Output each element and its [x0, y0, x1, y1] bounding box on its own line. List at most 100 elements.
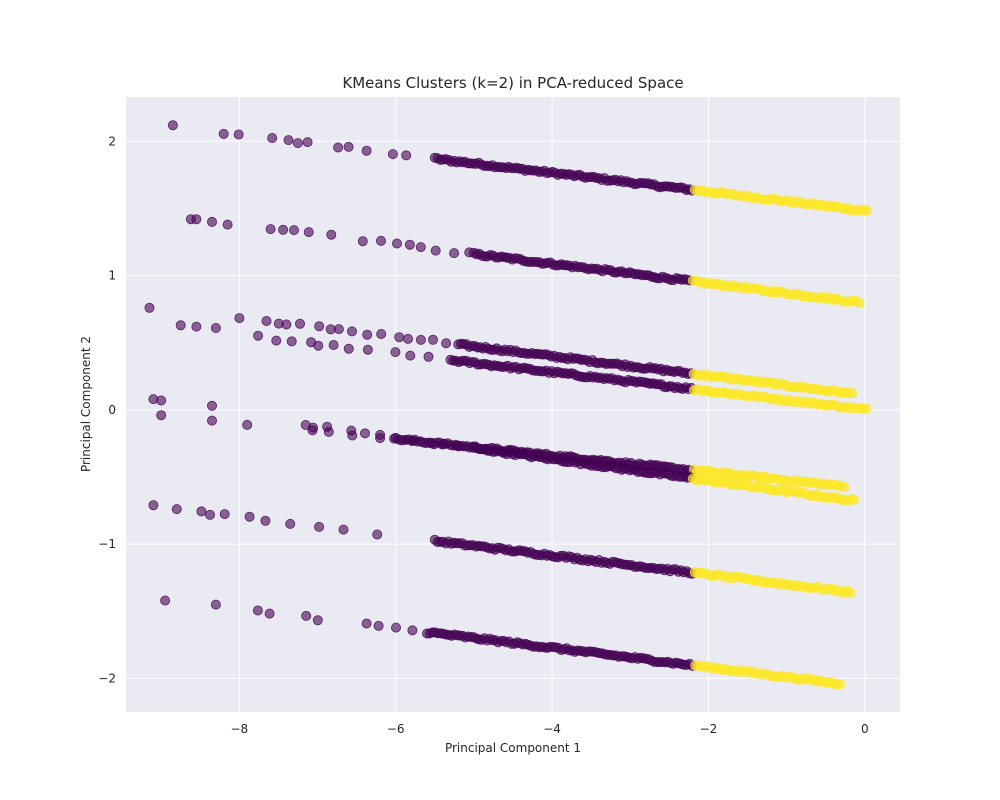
cluster-0-point	[390, 622, 401, 633]
cluster-0-point	[281, 319, 292, 330]
cluster-0-point	[407, 435, 418, 446]
cluster-0-point	[242, 419, 253, 430]
cluster-1-point	[861, 403, 872, 414]
cluster-0-point	[156, 395, 167, 406]
cluster-0-point	[328, 339, 339, 350]
cluster-0-point	[313, 340, 324, 351]
cluster-1-point	[854, 298, 865, 309]
cluster-0-point	[288, 225, 299, 236]
y-axis-ticks: −2 −1 0 1 2	[98, 134, 116, 685]
chart-title: KMeans Clusters (k=2) in PCA-reduced Spa…	[342, 74, 683, 92]
y-tick-label: −2	[98, 671, 116, 685]
cluster-1-point	[847, 388, 858, 399]
cluster-0-point	[167, 120, 178, 131]
cluster-0-point	[285, 518, 296, 529]
cluster-0-point	[160, 595, 171, 606]
cluster-0-point	[338, 524, 349, 535]
cluster-1-point	[849, 494, 860, 505]
cluster-0-point	[301, 610, 312, 621]
cluster-0-point	[148, 500, 159, 511]
cluster-0-point	[426, 438, 437, 449]
x-tick-label: −8	[231, 722, 249, 736]
cluster-1-point	[839, 482, 850, 493]
cluster-0-point	[171, 504, 182, 515]
cluster-0-point	[415, 242, 426, 253]
cluster-0-point	[314, 321, 325, 332]
cluster-0-point	[308, 422, 319, 433]
cluster-0-point	[191, 214, 202, 225]
cluster-0-point	[361, 145, 372, 156]
x-tick-label: −4	[543, 722, 561, 736]
cluster-0-point	[292, 138, 303, 149]
cluster-0-point	[362, 329, 373, 340]
cluster-0-point	[252, 605, 263, 616]
cluster-0-point	[156, 410, 167, 421]
cluster-0-point	[271, 335, 282, 346]
cluster-0-point	[375, 429, 386, 440]
cluster-0-point	[387, 149, 398, 160]
cluster-0-point	[362, 344, 373, 355]
cluster-0-point	[441, 338, 452, 349]
cluster-0-point	[294, 318, 305, 329]
cluster-0-point	[373, 620, 384, 631]
cluster-0-point	[430, 245, 441, 256]
cluster-0-point	[144, 302, 155, 313]
x-axis-label: Principal Component 1	[445, 741, 581, 755]
cluster-0-point	[267, 132, 278, 143]
cluster-0-point	[265, 224, 276, 235]
cluster-0-point	[206, 415, 217, 426]
y-tick-label: 0	[108, 403, 116, 417]
cluster-0-point	[415, 334, 426, 345]
y-tick-label: 2	[108, 134, 116, 148]
cluster-0-point	[449, 248, 460, 259]
cluster-0-point	[191, 321, 202, 332]
cluster-0-point	[401, 150, 412, 161]
cluster-0-point	[346, 326, 357, 337]
y-tick-label: 1	[108, 269, 116, 283]
cluster-0-point	[391, 238, 402, 249]
cluster-0-point	[261, 315, 272, 326]
cluster-0-point	[405, 350, 416, 361]
cluster-0-point	[196, 506, 207, 517]
cluster-0-point	[233, 129, 244, 140]
x-axis-ticks: −8 −6 −4 −2 0	[231, 722, 869, 736]
x-tick-label: 0	[861, 722, 869, 736]
cluster-0-point	[206, 216, 217, 227]
cluster-0-point	[210, 322, 221, 333]
cluster-0-point	[253, 330, 264, 341]
cluster-0-point	[283, 135, 294, 146]
cluster-0-point	[204, 509, 215, 520]
cluster-0-point	[312, 615, 323, 626]
cluster-0-point	[264, 608, 275, 619]
cluster-0-point	[303, 227, 314, 238]
cluster-0-point	[402, 333, 413, 344]
cluster-0-point	[314, 521, 325, 532]
cluster-0-point	[333, 324, 344, 335]
cluster-0-point	[427, 334, 438, 345]
cluster-0-point	[206, 400, 217, 411]
y-tick-label: −1	[98, 537, 116, 551]
cluster-1-point	[845, 588, 856, 599]
cluster-0-point	[361, 618, 372, 629]
cluster-0-point	[278, 224, 289, 235]
cluster-0-point	[218, 128, 229, 139]
cluster-0-point	[394, 332, 405, 343]
cluster-0-point	[423, 351, 434, 362]
cluster-0-point	[452, 440, 463, 451]
x-tick-label: −2	[700, 722, 718, 736]
data-points	[144, 120, 873, 690]
cluster-0-point	[372, 529, 383, 540]
x-tick-label: −6	[387, 722, 405, 736]
cluster-0-point	[260, 515, 271, 526]
cluster-0-point	[404, 239, 415, 250]
cluster-0-point	[357, 236, 368, 247]
cluster-0-point	[376, 328, 387, 339]
cluster-1-point	[862, 205, 873, 216]
cluster-0-point	[333, 142, 344, 153]
cluster-0-point	[343, 141, 354, 152]
cluster-0-point	[234, 313, 245, 324]
cluster-0-point	[222, 219, 233, 230]
cluster-0-point	[286, 336, 297, 347]
cluster-0-point	[244, 511, 255, 522]
cluster-0-point	[302, 137, 313, 148]
